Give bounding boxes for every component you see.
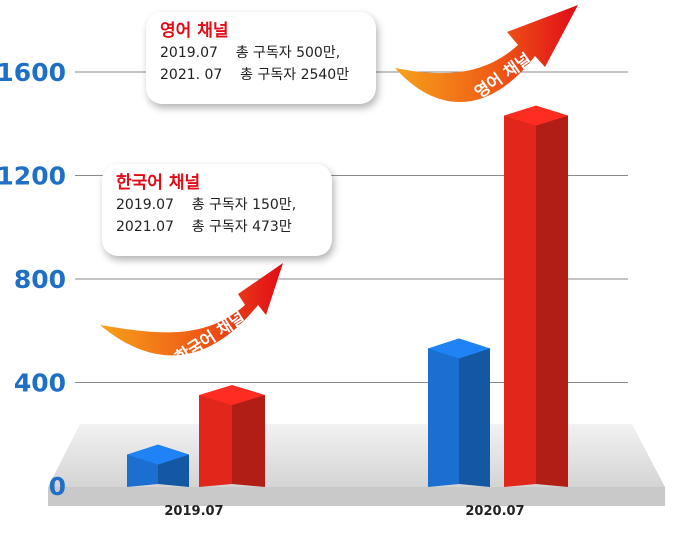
korean-callout-line-1: 2019.07 총 구독자 150만,: [116, 197, 297, 213]
y-tick-label: 0: [49, 472, 66, 501]
english-channel-arrow: 영어 채널: [395, 5, 578, 103]
korean-callout-line-2: 2021.07 총 구독자 473만: [116, 219, 292, 235]
x-axis-ticks: 2019.07 2020.07: [164, 504, 524, 519]
english-arrow-shape: [395, 5, 578, 103]
bar: [199, 385, 265, 487]
bars: [127, 105, 568, 487]
korean-callout-title: 한국어 채널: [116, 173, 201, 193]
korean-arrow-shape: [100, 263, 283, 356]
bar-top: [428, 338, 490, 359]
bar: [127, 444, 189, 487]
english-callout-line-2: 2021. 07 총 구독자 2540만: [160, 67, 350, 83]
bar-face-left: [428, 338, 459, 487]
bar-top: [127, 444, 189, 465]
y-tick-label: 1200: [0, 162, 66, 191]
english-callout-line-1: 2019.07 총 구독자 500만,: [160, 45, 341, 61]
english-channel-callout: 영어 채널 2019.07 총 구독자 500만, 2021. 07 총 구독자…: [146, 12, 376, 104]
bar-face-right: [536, 105, 568, 487]
x-tick-label: 2019.07: [164, 504, 223, 519]
y-tick-label: 400: [14, 369, 66, 398]
floor-front: [48, 487, 665, 506]
y-axis-ticks: 0 400 800 1200 1600: [0, 58, 66, 501]
bar-top: [199, 385, 265, 406]
english-callout-title: 영어 채널: [160, 21, 229, 41]
bar: [504, 105, 568, 487]
y-tick-label: 800: [14, 265, 66, 294]
x-tick-label: 2020.07: [465, 504, 524, 519]
bar-face-left: [199, 385, 232, 487]
bar-face-left: [504, 105, 536, 487]
korean-channel-callout: 한국어 채널 2019.07 총 구독자 150만, 2021.07 총 구독자…: [102, 164, 332, 256]
y-tick-label: 1600: [0, 58, 66, 87]
bar: [428, 338, 490, 487]
bar-face-right: [232, 385, 265, 487]
bar-top: [504, 105, 568, 126]
bar-face-right: [459, 338, 490, 487]
